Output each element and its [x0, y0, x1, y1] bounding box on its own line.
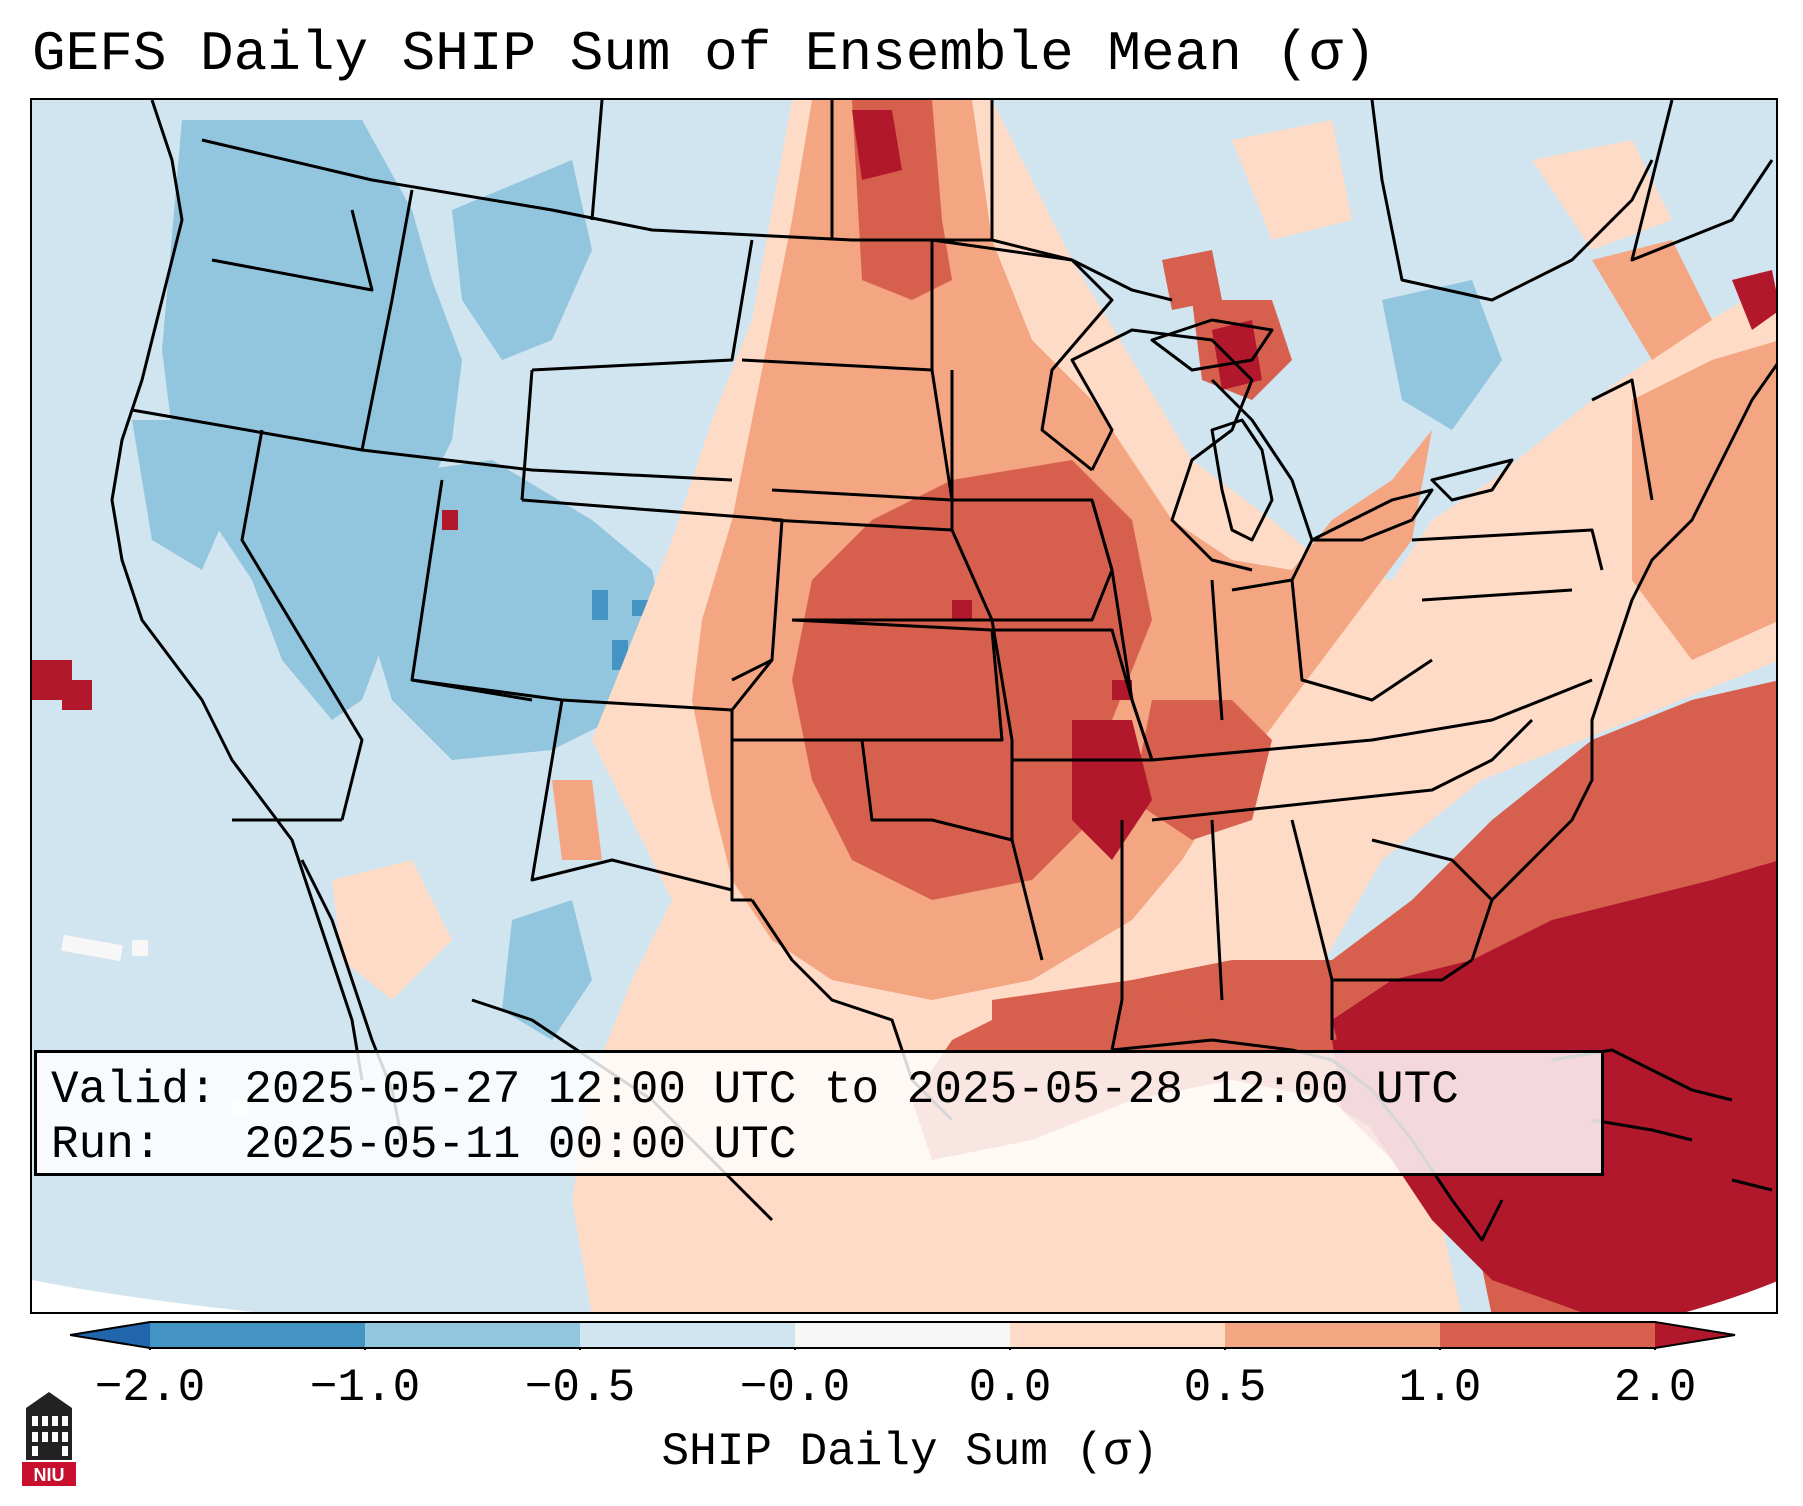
- colorbar-tick: −1.0: [309, 1362, 421, 1414]
- state-borders: [110, 100, 1776, 1242]
- colorbar-tick: 0.0: [968, 1362, 1052, 1414]
- run-label: Run:: [51, 1119, 162, 1171]
- projection-edge: [32, 1280, 254, 1312]
- run-line: Run: 2025-05-11 00:00 UTC: [51, 1118, 1587, 1173]
- colorbar-tick: 0.5: [1183, 1362, 1267, 1414]
- valid-label: Valid:: [51, 1064, 217, 1116]
- colorbar-extend-high: [1655, 1322, 1735, 1348]
- valid-value: 2025-05-27 12:00 UTC to 2025-05-28 12:00…: [244, 1064, 1459, 1116]
- colorbar-tick: −2.0: [94, 1362, 206, 1414]
- colorbar-tick: 1.0: [1398, 1362, 1482, 1414]
- colorbar-tick: −0.0: [739, 1362, 851, 1414]
- colorbar-tick: 2.0: [1613, 1362, 1697, 1414]
- colorbar-title: SHIP Daily Sum (σ): [661, 1426, 1159, 1478]
- valid-line: Valid: 2025-05-27 12:00 UTC to 2025-05-2…: [51, 1063, 1587, 1118]
- run-value: 2025-05-11 00:00 UTC: [244, 1119, 797, 1171]
- colorbar-extend-low: [70, 1322, 150, 1348]
- colorbar: [70, 1321, 1736, 1350]
- colorbar-tick: −0.5: [524, 1362, 636, 1414]
- logo-text: NIU: [34, 1465, 65, 1485]
- map-title: GEFS Daily SHIP Sum of Ensemble Mean (σ): [32, 22, 1377, 86]
- info-box: Valid: 2025-05-27 12:00 UTC to 2025-05-2…: [34, 1050, 1604, 1176]
- university-tower-icon: NIU: [20, 1390, 78, 1488]
- strong-positive-layer: [792, 100, 1776, 1312]
- negative-anomaly-layer: [132, 120, 1772, 1312]
